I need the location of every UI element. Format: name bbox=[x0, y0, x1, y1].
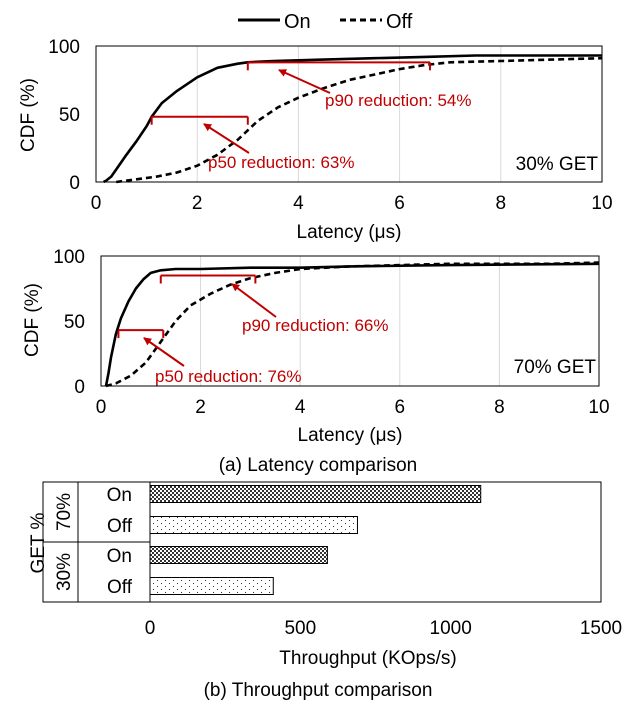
x-tick-label: 2 bbox=[195, 397, 206, 418]
y-tick-label: 0 bbox=[74, 377, 85, 398]
cdf-panel-70-get: p90 reduction: 66% p50 reduction: 76% 0 50… bbox=[22, 247, 610, 446]
x-tick-label: 500 bbox=[284, 618, 316, 639]
y-tick-label: 50 bbox=[59, 105, 80, 126]
reduction-label: p90 reduction: 66% bbox=[242, 316, 389, 335]
y-tick-label: 100 bbox=[48, 37, 80, 58]
x-tick-label: 0 bbox=[91, 193, 102, 214]
x-axis-label: Latency (μs) bbox=[297, 222, 402, 243]
throughput-panel: 70% On Off 30% On Off 0 500 1000 1500 GET % Thro… bbox=[28, 481, 622, 669]
y-tick-labels: 0 50 100 bbox=[48, 37, 80, 194]
x-tick-labels: 0 2 4 6 8 10 bbox=[96, 397, 610, 418]
series-layer bbox=[104, 261, 600, 388]
x-axis-label: Latency (μs) bbox=[298, 425, 403, 446]
x-tick-label: 2 bbox=[192, 193, 203, 214]
bar-70-off bbox=[149, 516, 358, 534]
caption-latency: (a) Latency comparison bbox=[219, 455, 418, 476]
x-tick-label: 4 bbox=[295, 397, 306, 418]
bar-30-on bbox=[149, 546, 328, 564]
x-tick-label: 0 bbox=[145, 618, 156, 639]
x-tick-label: 8 bbox=[496, 193, 507, 214]
series-line-off bbox=[116, 56, 603, 184]
reduction-label: p90 reduction: 54% bbox=[325, 91, 472, 110]
bar-30-off bbox=[149, 577, 274, 595]
bar-category-label: Off bbox=[107, 516, 133, 537]
legend-label-off: Off bbox=[386, 11, 413, 33]
annotation-layer: p90 reduction: 66% p50 reduction: 76% bbox=[117, 274, 389, 386]
x-tick-label: 0 bbox=[96, 397, 107, 418]
group-label: 30% bbox=[54, 553, 75, 591]
panel-label: 30% GET bbox=[516, 154, 599, 175]
annotation-layer: p90 reduction: 54% p50 reduction: 63% bbox=[150, 61, 472, 172]
x-tick-label: 10 bbox=[588, 397, 609, 418]
y-tick-label: 0 bbox=[69, 173, 80, 194]
caption-throughput: (b) Throughput comparison bbox=[204, 680, 433, 701]
bar-category-label: On bbox=[107, 546, 132, 567]
y-tick-label: 100 bbox=[53, 247, 85, 268]
gridlines bbox=[200, 256, 500, 386]
x-tick-label: 6 bbox=[394, 193, 405, 214]
x-tick-label: 6 bbox=[395, 397, 406, 418]
plot-frame bbox=[95, 45, 603, 183]
x-tick-label: 8 bbox=[494, 397, 505, 418]
series-layer bbox=[102, 54, 603, 184]
y-tick-label: 50 bbox=[64, 312, 85, 333]
reduction-arrow bbox=[203, 123, 250, 154]
series-line-off bbox=[105, 261, 600, 388]
x-tick-label: 1500 bbox=[580, 618, 622, 639]
panel-label: 70% GET bbox=[514, 357, 597, 378]
y-tick-labels: 0 50 100 bbox=[53, 247, 85, 398]
bar-layer bbox=[149, 485, 482, 595]
group-label: 70% bbox=[54, 493, 75, 531]
x-tick-labels: 0 500 1000 1500 bbox=[145, 618, 622, 639]
series-line-on bbox=[102, 54, 602, 184]
cdf-panel-30-get: p90 reduction: 54% p50 reduction: 63% 0 50… bbox=[18, 37, 613, 243]
y-axis-label: CDF (%) bbox=[18, 78, 39, 152]
bar-category-label: Off bbox=[107, 577, 133, 598]
x-axis-label: Throughput (KOps/s) bbox=[279, 648, 456, 669]
reduction-label: p50 reduction: 76% bbox=[155, 367, 302, 386]
category-labels: 70% On Off 30% On Off bbox=[54, 485, 133, 598]
plot-frame bbox=[100, 255, 600, 387]
reduction-arrow bbox=[231, 283, 277, 318]
reduction-arrow bbox=[143, 337, 185, 367]
bar-70-on bbox=[149, 485, 482, 503]
bar-category-label: On bbox=[107, 485, 132, 506]
x-tick-label: 10 bbox=[591, 193, 612, 214]
y-axis-label: GET % bbox=[28, 512, 49, 573]
x-tick-label: 1000 bbox=[430, 618, 472, 639]
x-tick-label: 4 bbox=[293, 193, 304, 214]
legend-label-on: On bbox=[284, 11, 311, 33]
x-tick-labels: 0 2 4 6 8 10 bbox=[91, 193, 613, 214]
legend: On Off bbox=[238, 11, 413, 33]
y-axis-label: CDF (%) bbox=[22, 283, 43, 357]
reduction-label: p50 reduction: 63% bbox=[208, 153, 355, 172]
reduction-arrow bbox=[278, 69, 331, 94]
